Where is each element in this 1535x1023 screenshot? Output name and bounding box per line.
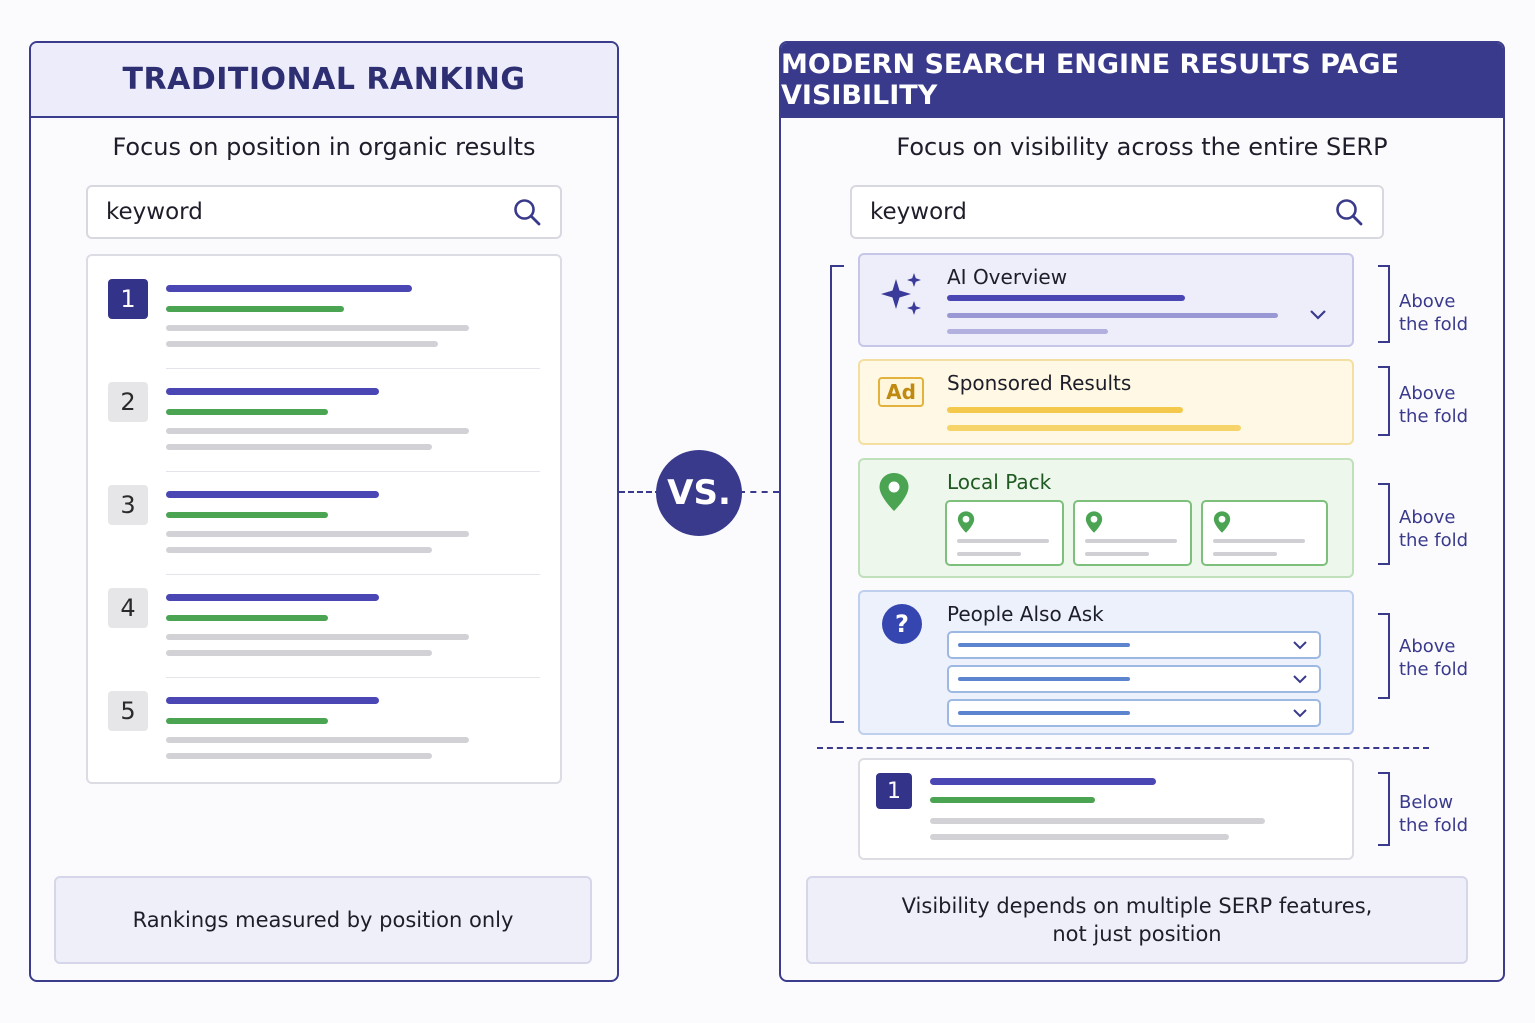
rank-number: 4 (108, 588, 148, 628)
chevron-down-icon[interactable] (1291, 636, 1309, 654)
rank-number: 2 (108, 382, 148, 422)
paa-question[interactable] (947, 631, 1321, 659)
result-item[interactable]: 4 (88, 575, 560, 678)
paa-question[interactable] (947, 699, 1321, 727)
map-pin-icon (1213, 511, 1231, 533)
fold-label: Above the fold (1399, 383, 1469, 427)
feature-title: Local Pack (947, 470, 1052, 494)
summary-text: Rankings measured by position only (132, 908, 514, 932)
fold-bracket (1378, 265, 1390, 343)
search-input[interactable]: keyword (850, 185, 1384, 239)
sparkle-icon (881, 273, 921, 315)
rank-number: 1 (108, 279, 148, 319)
chevron-down-icon[interactable] (1291, 704, 1309, 722)
map-pin-icon (957, 511, 975, 533)
result-item[interactable]: 1 (88, 266, 560, 369)
result-item[interactable]: 5 (88, 678, 560, 781)
vs-badge: VS. (656, 450, 742, 536)
feature-title: Sponsored Results (947, 371, 1132, 395)
map-pin-icon (1085, 511, 1103, 533)
rank-number: 1 (876, 773, 912, 809)
local-listing-card[interactable] (1201, 500, 1328, 566)
summary-note: Visibility depends on multiple SERP feat… (806, 876, 1468, 964)
feature-title: AI Overview (947, 265, 1068, 289)
result-item[interactable]: 3 (88, 472, 560, 575)
sponsored-results-card[interactable]: Ad Sponsored Results (858, 359, 1354, 445)
panel-subtitle: Focus on position in organic results (112, 133, 536, 161)
search-icon[interactable] (1334, 197, 1364, 227)
rank-number: 5 (108, 691, 148, 731)
search-icon[interactable] (512, 197, 542, 227)
local-pack-card[interactable]: Local Pack (858, 458, 1354, 578)
summary-text: Visibility depends on multiple SERP feat… (901, 894, 1373, 918)
map-pin-icon (879, 473, 909, 511)
people-also-ask-card[interactable]: ? People Also Ask (858, 590, 1354, 735)
fold-label: Above the fold (1399, 507, 1469, 551)
search-input[interactable]: keyword (86, 185, 562, 239)
above-fold-bracket (830, 265, 844, 723)
organic-result-card[interactable]: 1 (858, 758, 1354, 860)
paa-question[interactable] (947, 665, 1321, 693)
search-value: keyword (106, 199, 203, 225)
fold-bracket (1378, 483, 1390, 565)
traditional-ranking-panel: TRADITIONAL RANKING Focus on position in… (29, 41, 619, 982)
result-item[interactable]: 2 (88, 369, 560, 472)
fold-label: Above the fold (1399, 636, 1469, 680)
panel-subtitle: Focus on visibility across the entire SE… (896, 133, 1388, 161)
search-value: keyword (870, 199, 967, 225)
feature-title: People Also Ask (947, 602, 1104, 626)
ai-overview-card[interactable]: AI Overview (858, 253, 1354, 347)
local-listing-card[interactable] (945, 500, 1064, 566)
panel-title: MODERN SEARCH ENGINE RESULTS PAGE VISIBI… (781, 43, 1503, 118)
ad-badge: Ad (878, 377, 924, 407)
fold-divider (817, 747, 1429, 749)
rank-number: 3 (108, 485, 148, 525)
summary-text: not just position (1052, 922, 1222, 946)
chevron-down-icon[interactable] (1308, 308, 1328, 322)
panel-title: TRADITIONAL RANKING (31, 43, 617, 118)
connector-line (739, 491, 779, 493)
summary-note: Rankings measured by position only (54, 876, 592, 964)
serp-visibility-panel: MODERN SEARCH ENGINE RESULTS PAGE VISIBI… (779, 41, 1505, 982)
fold-bracket (1378, 613, 1390, 699)
local-listing-card[interactable] (1073, 500, 1192, 566)
connector-line (619, 491, 661, 493)
chevron-down-icon[interactable] (1291, 670, 1309, 688)
fold-bracket (1378, 772, 1390, 846)
fold-bracket (1378, 366, 1390, 436)
fold-label: Above the fold (1399, 291, 1469, 335)
fold-label: Below the fold (1399, 792, 1469, 836)
question-icon: ? (882, 604, 922, 644)
organic-results-list: 1 2 3 4 (86, 254, 562, 784)
